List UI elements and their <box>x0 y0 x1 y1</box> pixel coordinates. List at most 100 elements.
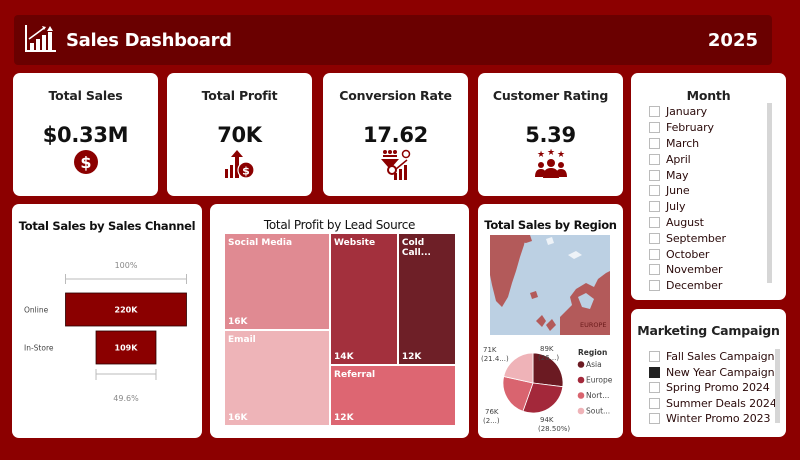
month-item[interactable]: February <box>649 120 726 136</box>
chart-title: Total Sales by Region <box>484 218 617 232</box>
kpi-value: $0.33M <box>42 123 129 147</box>
month-item[interactable]: December <box>649 278 726 294</box>
checkbox[interactable] <box>649 382 660 394</box>
treemap-cell-referral[interactable]: Referral 12K <box>330 365 456 426</box>
pie-data-label-pct: (28.50%) <box>538 425 570 433</box>
region-chart-card: Total Sales by Region EUROPE 89K (26...) 9… <box>478 204 623 438</box>
legend-marker <box>577 392 585 399</box>
slicer-item-label: New Year Campaign <box>666 365 775 379</box>
sales-channel-chart-card: Total Sales by Sales Channel 100% 220K Onl… <box>12 204 202 438</box>
month-item[interactable]: August <box>649 215 726 231</box>
checkbox[interactable] <box>649 280 660 292</box>
month-item[interactable]: March <box>649 136 726 152</box>
campaign-item[interactable]: New Year Campaign <box>649 365 777 381</box>
campaign-item[interactable]: Spring Promo 2024 <box>649 380 777 396</box>
treemap-cell-social-media[interactable]: Social Media 16K <box>224 233 331 330</box>
treemap-cell-email[interactable]: Email 16K <box>224 329 331 426</box>
checkbox[interactable] <box>649 201 660 213</box>
pie-slice-sout <box>503 352 534 384</box>
conversion-funnel-icon <box>323 149 468 181</box>
month-item[interactable]: June <box>649 183 726 199</box>
slicer-item-label: Fall Sales Campaign <box>666 350 775 364</box>
pie-data-label-pct: (2...) <box>483 417 500 425</box>
region-map[interactable]: EUROPE <box>490 235 610 335</box>
chart-title: Total Sales by Sales Channel <box>18 219 196 233</box>
treemap-cell-cold-call[interactable]: Cold Call... 12K <box>397 233 456 366</box>
month-item[interactable]: January <box>649 104 726 120</box>
svg-text:$: $ <box>242 165 250 178</box>
kpi-card-conversion-rate: Conversion Rate 17.62 <box>323 73 468 196</box>
legend-marker <box>577 376 585 384</box>
checkbox[interactable] <box>649 216 660 228</box>
treemap-cell-label: Referral <box>334 370 376 381</box>
treemap-cell-value: 16K <box>228 413 248 423</box>
kpi-value: 70K <box>217 123 262 147</box>
profit-growth-icon: $ <box>167 149 312 179</box>
funnel-bar-value: 109K <box>115 344 139 353</box>
checkbox[interactable] <box>649 232 660 244</box>
kpi-value: 17.62 <box>363 123 428 147</box>
slicer-item-label: November <box>666 263 723 277</box>
month-list: January February March April May June July Augu… <box>649 104 726 294</box>
campaign-item[interactable]: Winter Promo 2023 <box>649 411 777 427</box>
slicer-item-label: Spring Promo 2024 <box>666 381 770 395</box>
month-item[interactable]: September <box>649 230 726 246</box>
funnel-category-label: Online <box>24 306 49 315</box>
chart-title: Total Profit by Lead Source <box>263 218 416 232</box>
dollar-coin-icon: $ <box>13 149 158 175</box>
checkbox[interactable] <box>649 397 660 409</box>
month-item[interactable]: July <box>649 199 726 215</box>
month-item[interactable]: November <box>649 262 726 278</box>
month-item[interactable]: April <box>649 151 726 167</box>
slicer-item-label: January <box>666 105 708 119</box>
svg-text:★: ★ <box>556 150 564 160</box>
slicer-item-label: December <box>666 279 723 293</box>
campaign-slicer-title: Marketing Campaign <box>637 323 780 338</box>
treemap-cell-value: 14K <box>334 352 354 363</box>
month-scrollbar[interactable] <box>767 103 772 283</box>
checkbox[interactable] <box>649 264 660 276</box>
map-shapes: EUROPE <box>490 235 610 335</box>
checkbox[interactable] <box>649 351 660 363</box>
month-item[interactable]: October <box>649 246 726 262</box>
checkbox[interactable] <box>649 153 660 165</box>
funnel-bar-value: 220K <box>115 306 139 315</box>
pie-data-label: 94K <box>540 416 554 424</box>
slicer-item-label: April <box>666 152 691 166</box>
svg-text:★: ★ <box>546 149 554 158</box>
campaign-list: Fall Sales Campaign New Year Campaign Spri… <box>649 349 777 427</box>
funnel-bottom-percent: 49.6% <box>113 394 139 403</box>
kpi-value: 5.39 <box>525 123 576 147</box>
month-slicer-title: Month <box>686 88 731 103</box>
campaign-item[interactable]: Summer Deals 2024 <box>649 396 777 412</box>
treemap-cell-label: Email <box>228 334 256 345</box>
treemap-cell-website[interactable]: Website 14K <box>330 233 398 366</box>
funnel-top-percent: 100% <box>115 261 138 270</box>
year-label: 2025 <box>707 29 758 51</box>
checkbox[interactable] <box>649 137 660 149</box>
pie-data-label-pct: (21.4...) <box>481 355 509 363</box>
checkbox[interactable] <box>649 106 660 118</box>
dashboard-title: Sales Dashboard <box>66 29 232 51</box>
campaign-item[interactable]: Fall Sales Campaign <box>649 349 777 365</box>
kpi-title: Conversion Rate <box>339 88 452 103</box>
slicer-item-label: May <box>666 168 689 182</box>
customer-rating-icon: ★ ★ ★ <box>478 149 623 179</box>
checkbox[interactable] <box>649 366 660 378</box>
checkbox[interactable] <box>649 248 660 260</box>
pie-data-label-pct: (26...) <box>538 354 559 362</box>
funnel-chart: 100% 220K Online 109K In-Store 49.6% <box>24 261 187 403</box>
checkbox[interactable] <box>649 413 660 425</box>
checkbox[interactable] <box>649 169 660 181</box>
svg-text:$: $ <box>80 153 91 172</box>
pie-slice-nort <box>502 376 534 412</box>
slicer-item-label: February <box>666 121 714 135</box>
treemap-cell-value: 12K <box>334 412 354 423</box>
month-item[interactable]: May <box>649 167 726 183</box>
campaign-scrollbar[interactable] <box>775 349 780 423</box>
checkbox[interactable] <box>649 185 660 197</box>
pie-legend-title: Region <box>578 348 607 357</box>
treemap-cell-label: Website <box>334 238 376 248</box>
checkbox[interactable] <box>649 122 660 134</box>
slicer-item-label: August <box>666 215 704 229</box>
